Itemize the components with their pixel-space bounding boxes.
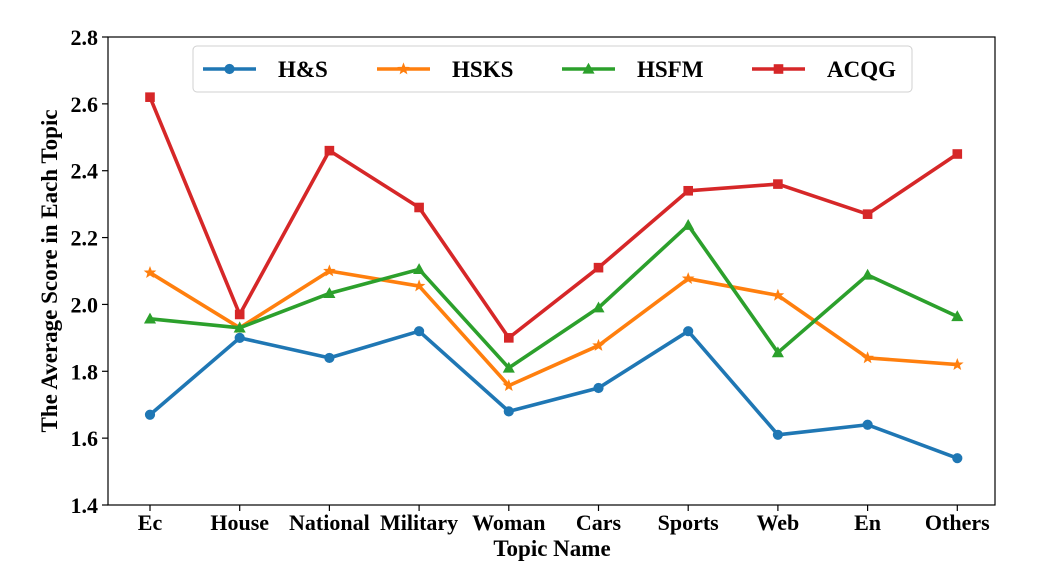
series-line <box>148 329 958 460</box>
data-point <box>234 309 245 320</box>
data-point <box>593 262 604 273</box>
data-point <box>771 288 785 301</box>
data-point <box>771 346 784 358</box>
legend-item: ACQG <box>752 57 896 82</box>
data-point <box>413 263 426 274</box>
legend-label: HSFM <box>637 57 704 82</box>
legend-item: HSKS <box>377 57 513 82</box>
data-point <box>144 409 156 420</box>
data-point <box>951 357 964 370</box>
series-line <box>148 96 959 340</box>
x-tick-label: Cars <box>576 510 622 535</box>
data-point <box>593 382 604 394</box>
x-tick-label: Sports <box>658 510 720 535</box>
data-point <box>862 209 873 219</box>
x-tick-label: Others <box>925 510 990 535</box>
x-tick-label: Web <box>757 510 800 535</box>
data-point <box>683 185 694 196</box>
y-tick-label: 1.6 <box>71 426 99 451</box>
data-point <box>952 453 963 464</box>
data-point <box>681 272 695 285</box>
y-tick-label: 2.8 <box>71 25 99 50</box>
series-h-s <box>144 326 963 464</box>
legend-box <box>192 45 913 93</box>
y-tick-label: 1.8 <box>71 359 99 384</box>
data-point <box>234 332 245 343</box>
x-tick-label: House <box>210 510 269 535</box>
legend-marker <box>397 62 410 75</box>
data-point <box>772 429 784 440</box>
data-point <box>414 326 425 337</box>
data-point <box>502 361 515 373</box>
legend-label: H&S <box>278 57 328 82</box>
data-point <box>143 266 157 279</box>
data-point <box>145 92 155 102</box>
data-point <box>951 310 964 322</box>
data-point <box>861 268 874 280</box>
y-axis-label: The Average Score in Each Topic <box>37 109 62 432</box>
x-tick-label: Ec <box>138 510 163 535</box>
data-point <box>502 379 516 392</box>
data-point <box>952 149 963 159</box>
y-tick-label: 2.6 <box>71 92 99 117</box>
data-point <box>233 321 246 333</box>
x-axis-label: Topic Name <box>493 536 610 561</box>
data-point <box>504 333 514 343</box>
data-point <box>323 264 336 277</box>
legend-item: H&S <box>203 57 328 82</box>
data-point <box>143 312 157 324</box>
y-tick-label: 1.4 <box>71 493 99 518</box>
x-tick-label: Military <box>380 510 458 535</box>
x-tick-label: Woman <box>472 510 545 535</box>
legend-marker <box>773 64 784 74</box>
legend: H&S HSKS HSFM ACQG <box>192 45 913 93</box>
legend-marker <box>582 62 595 74</box>
y-tick-label: 2.4 <box>71 159 99 184</box>
x-tick-label: En <box>854 510 881 535</box>
series-layer <box>143 92 964 464</box>
series-hsks <box>143 264 964 392</box>
y-axis: 1.4 1.6 1.8 2.0 2.2 2.4 2.6 2.8 <box>71 25 108 518</box>
x-axis: Ec House National Military Woman Cars Sports We… <box>138 505 990 535</box>
data-point <box>592 338 605 351</box>
data-point <box>324 352 335 364</box>
data-point <box>682 218 695 230</box>
data-point <box>323 287 336 299</box>
data-point <box>773 179 783 189</box>
plot-area <box>107 36 996 506</box>
legend-marker <box>224 63 235 75</box>
legend-item: HSFM <box>562 57 704 82</box>
y-tick-label: 2.2 <box>71 226 99 251</box>
data-point <box>861 351 874 364</box>
series-line <box>149 223 959 370</box>
legend-label: ACQG <box>827 57 896 82</box>
series-hsfm <box>143 218 964 373</box>
data-point <box>592 301 605 313</box>
data-point <box>414 202 424 213</box>
x-tick-label: National <box>289 510 370 535</box>
legend-label: HSKS <box>452 57 513 82</box>
data-point <box>324 145 335 156</box>
series-line <box>149 269 958 388</box>
series-acqg <box>145 92 963 343</box>
data-point <box>503 406 514 417</box>
y-tick-label: 2.0 <box>71 292 99 317</box>
data-point <box>683 326 694 337</box>
data-point <box>862 419 873 430</box>
data-point <box>412 279 426 292</box>
